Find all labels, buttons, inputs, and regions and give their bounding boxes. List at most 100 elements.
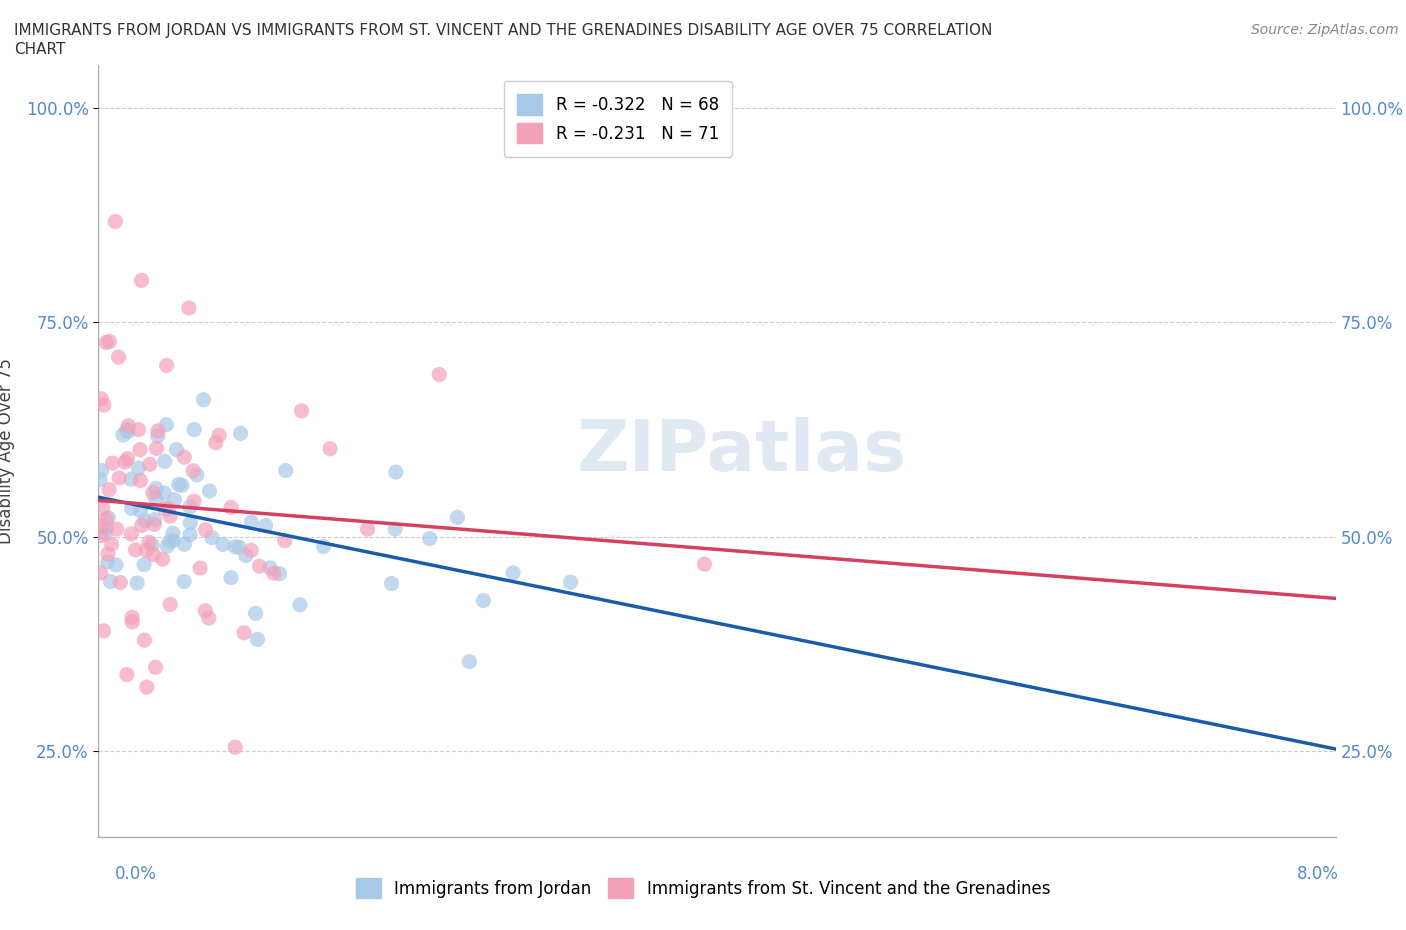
Point (145, 491, 167, 506)
Point (96, 521, 118, 536)
Point (259, 561, 281, 576)
Point (145, 481, 167, 496)
Point (101, 456, 124, 471)
Point (93, 623, 115, 638)
Point (235, 548, 257, 563)
Point (97, 554, 120, 569)
Point (143, 517, 166, 532)
Point (159, 597, 181, 612)
Point (188, 561, 211, 576)
Point (274, 463, 297, 478)
Point (177, 300, 200, 315)
Point (142, 547, 165, 562)
Point (159, 534, 181, 549)
Point (105, 522, 128, 537)
Point (91, 519, 114, 534)
Point (89, 472, 111, 487)
Point (560, 575, 582, 590)
Point (269, 566, 291, 581)
Point (114, 455, 136, 470)
Point (152, 551, 174, 566)
Point (134, 632, 156, 647)
Point (104, 214, 127, 229)
Point (356, 522, 378, 537)
Point (127, 460, 149, 475)
Point (97, 547, 120, 562)
Point (94, 512, 117, 526)
Point (94, 526, 117, 541)
Point (240, 514, 263, 529)
Point (224, 539, 246, 554)
Point (90, 565, 112, 580)
Legend: R = -0.322   N = 68, R = -0.231   N = 71: R = -0.322 N = 68, R = -0.231 N = 71 (503, 81, 733, 157)
Point (156, 358, 179, 373)
Point (427, 367, 450, 382)
Point (153, 485, 176, 500)
Point (117, 424, 139, 439)
Point (290, 404, 312, 418)
Point (246, 632, 269, 647)
Point (117, 418, 139, 433)
Point (458, 654, 481, 669)
Point (194, 523, 217, 538)
Point (263, 565, 285, 580)
Point (233, 625, 256, 640)
Point (108, 471, 131, 485)
Point (93, 398, 115, 413)
Point (131, 273, 153, 288)
Point (155, 418, 177, 432)
Point (165, 442, 187, 457)
Point (90, 463, 112, 478)
Point (183, 494, 205, 509)
Point (419, 531, 441, 546)
Point (134, 513, 156, 528)
Point (163, 492, 186, 507)
Point (502, 565, 524, 580)
Point (121, 610, 143, 625)
Point (143, 512, 166, 527)
Point (159, 509, 181, 524)
Point (228, 540, 250, 555)
Point (129, 443, 152, 458)
Point (219, 570, 242, 585)
Point (100, 537, 122, 551)
Point (249, 559, 271, 574)
Point (139, 457, 162, 472)
Point (186, 468, 208, 483)
Point (91, 500, 114, 515)
Text: IMMIGRANTS FROM JORDAN VS IMMIGRANTS FROM ST. VINCENT AND THE GRENADINES DISABIL: IMMIGRANTS FROM JORDAN VS IMMIGRANTS FRO… (14, 23, 993, 38)
Point (183, 422, 205, 437)
Point (380, 576, 402, 591)
Point (319, 441, 342, 456)
Text: 0.0%: 0.0% (115, 865, 157, 883)
Point (179, 499, 201, 514)
Point (173, 537, 195, 551)
Point (229, 426, 252, 441)
Text: CHART: CHART (14, 42, 66, 57)
Text: ZIPatlas: ZIPatlas (576, 417, 907, 485)
Point (120, 472, 142, 486)
Point (245, 605, 267, 620)
Point (94, 335, 117, 350)
Point (693, 557, 716, 572)
Point (153, 501, 176, 516)
Point (121, 501, 143, 516)
Point (173, 450, 195, 465)
Point (194, 604, 217, 618)
Point (138, 535, 160, 550)
Point (115, 667, 138, 682)
Point (129, 473, 152, 488)
Point (120, 526, 142, 541)
Point (105, 558, 128, 573)
Point (201, 530, 224, 545)
Point (384, 522, 406, 537)
Legend: Immigrants from Jordan, Immigrants from St. Vincent and the Grenadines: Immigrants from Jordan, Immigrants from … (349, 871, 1057, 905)
Point (129, 503, 152, 518)
Point (212, 537, 235, 551)
Point (153, 454, 176, 469)
Point (162, 533, 184, 548)
Point (90, 392, 112, 406)
Point (198, 610, 221, 625)
Point (156, 538, 179, 553)
Point (98, 483, 121, 498)
